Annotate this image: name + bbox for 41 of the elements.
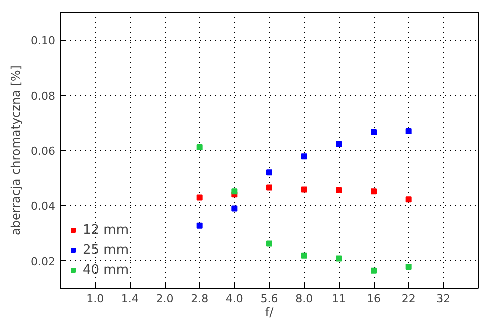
point: [301, 186, 308, 193]
legend-label: 12 mm: [83, 222, 130, 238]
y-tick-label: 0.04: [31, 200, 56, 214]
y-axis-title: aberracja chromatyczna [%]: [9, 66, 24, 236]
point: [301, 154, 308, 160]
point: [232, 206, 238, 212]
point: [196, 144, 203, 150]
point: [336, 256, 342, 262]
x-tick-label: 8.0: [296, 292, 314, 306]
point: [406, 264, 412, 270]
x-tick-label: 1.0: [86, 292, 104, 306]
point: [336, 141, 342, 148]
point: [371, 130, 377, 136]
point: [232, 188, 238, 195]
point: [336, 188, 342, 194]
point: [266, 170, 272, 176]
point: [196, 194, 203, 201]
x-tick-label: 11: [332, 292, 346, 306]
x-tick-label: 2.0: [156, 292, 174, 306]
point: [406, 128, 412, 134]
point: [406, 196, 412, 203]
x-tick-label: 16: [367, 292, 381, 306]
x-tick-label: 32: [436, 292, 451, 306]
point: [301, 252, 308, 259]
x-tick-label: 1.4: [121, 292, 139, 306]
point: [371, 268, 377, 274]
legend-label: 40 mm: [83, 262, 130, 278]
point: [196, 222, 203, 229]
y-tick-label: 0.10: [31, 34, 56, 48]
y-tick-label: 0.02: [31, 255, 56, 268]
x-tick-label: 4.0: [226, 292, 244, 306]
x-tick-label: 2.8: [191, 292, 209, 306]
point: [371, 188, 377, 195]
x-tick-label: 22: [402, 292, 416, 306]
y-tick-label: 0.06: [31, 145, 56, 158]
point: [266, 184, 272, 191]
legend-label: 25 mm: [83, 242, 130, 258]
x-tick-label: 5.6: [260, 292, 278, 306]
y-tick-label: 0.08: [31, 90, 56, 103]
point: [266, 240, 272, 247]
x-axis-title: f/: [265, 306, 275, 320]
